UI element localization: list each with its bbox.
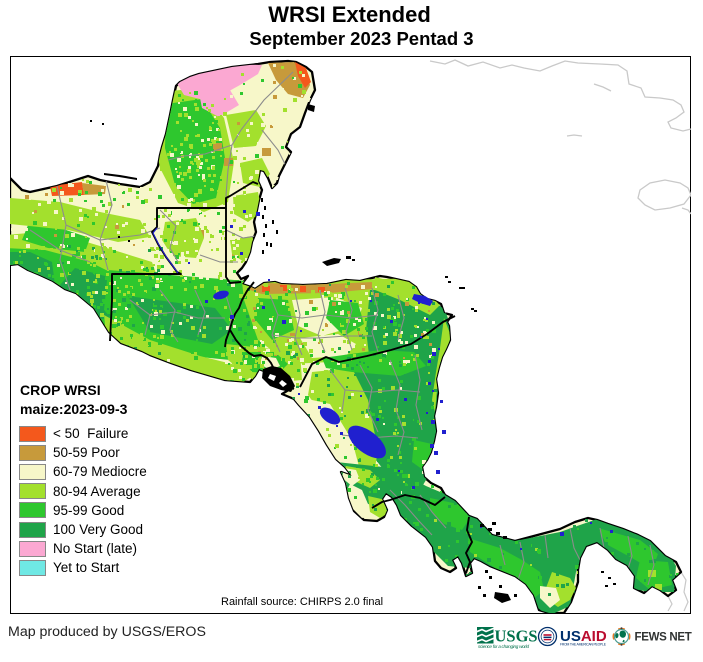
svg-text:USAID: USAID: [560, 628, 607, 645]
svg-text:FROM THE AMERICAN PEOPLE: FROM THE AMERICAN PEOPLE: [560, 643, 607, 647]
svg-text:FEWS NET: FEWS NET: [635, 632, 692, 644]
svg-text:USGS: USGS: [495, 627, 538, 646]
svg-text:science for a changing world: science for a changing world: [478, 644, 529, 649]
